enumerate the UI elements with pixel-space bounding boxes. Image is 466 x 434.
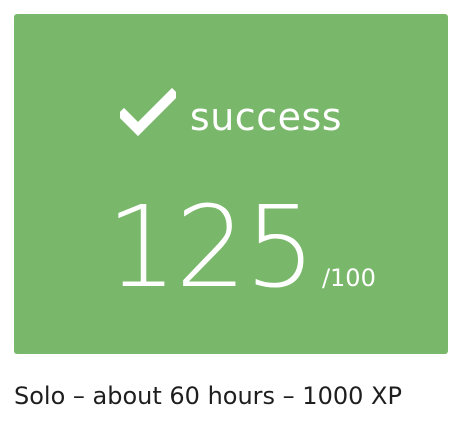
score-value: 125	[106, 183, 316, 313]
score-max: /100	[321, 264, 376, 292]
status-label: success	[189, 95, 343, 139]
run-details-caption: Solo – about 60 hours – 1000 XP	[14, 382, 402, 410]
check-icon	[119, 88, 176, 137]
status-row: success	[14, 84, 448, 144]
result-card: success 125 /100	[14, 14, 448, 354]
score-row: 125 /100	[14, 184, 448, 304]
